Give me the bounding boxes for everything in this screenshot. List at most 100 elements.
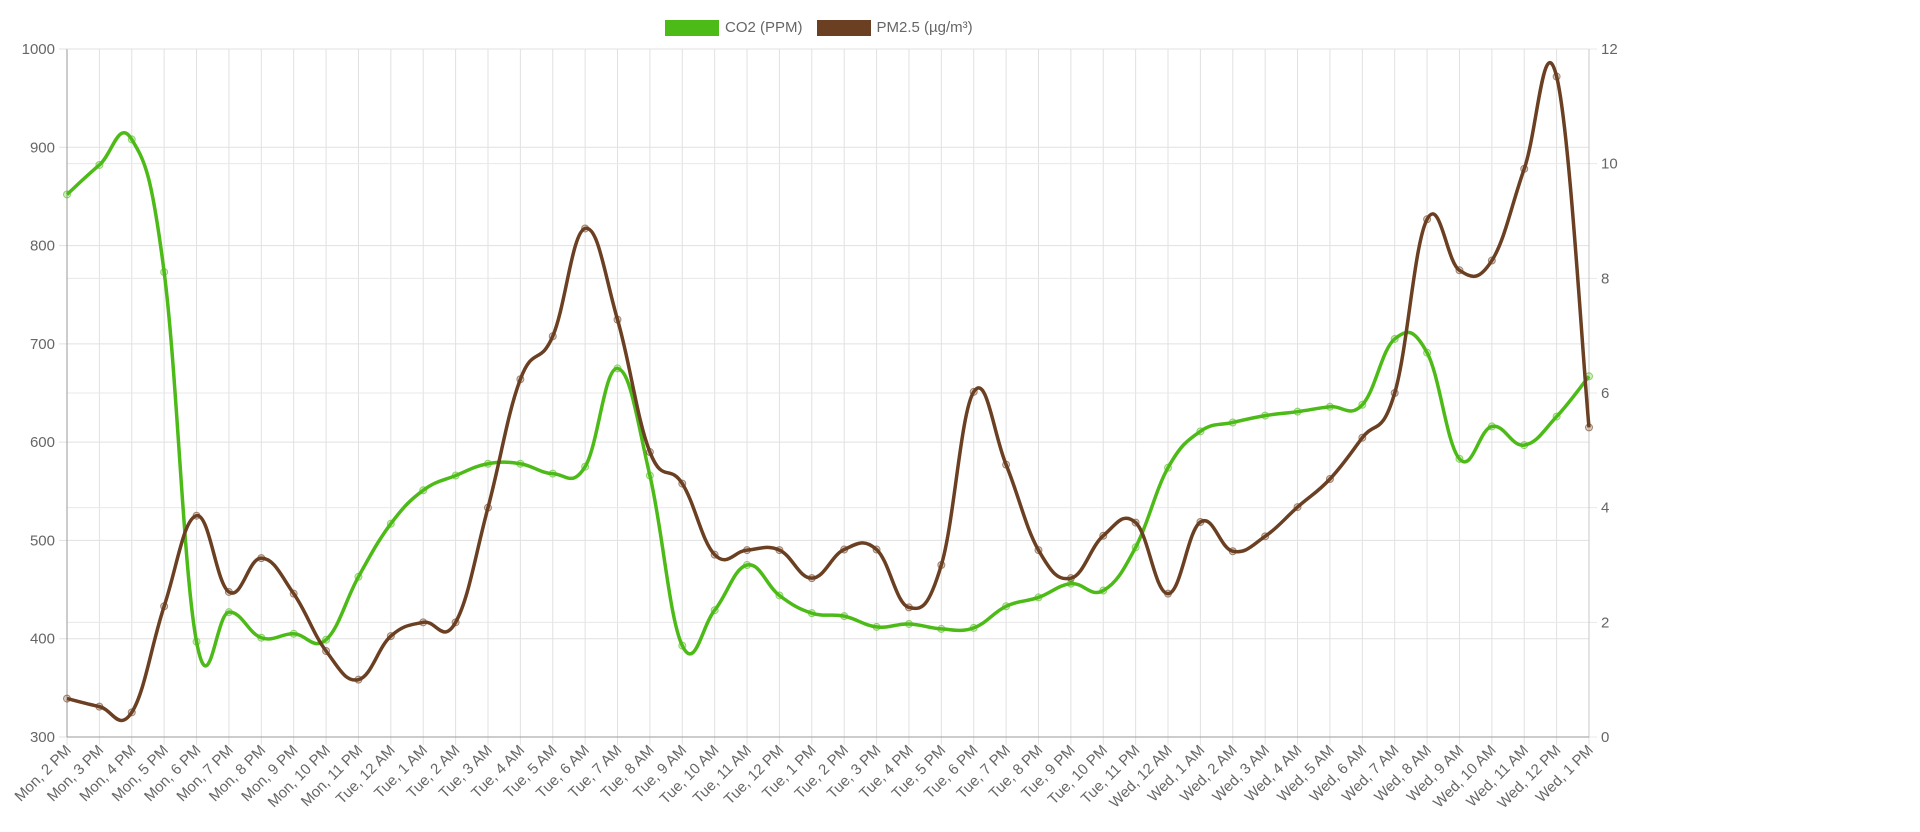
pm25-data-point[interactable] xyxy=(1034,546,1043,555)
co2-data-point[interactable] xyxy=(127,135,136,144)
co2-data-point[interactable] xyxy=(516,459,525,468)
pm25-data-point[interactable] xyxy=(354,675,363,684)
co2-data-point[interactable] xyxy=(1164,463,1173,472)
co2-data-point[interactable] xyxy=(160,268,169,277)
pm25-data-point[interactable] xyxy=(1358,433,1367,442)
co2-data-point[interactable] xyxy=(807,609,816,618)
co2-data-point[interactable] xyxy=(1487,422,1496,431)
co2-data-point[interactable] xyxy=(937,624,946,633)
co2-data-point[interactable] xyxy=(257,633,266,642)
co2-data-point[interactable] xyxy=(1196,427,1205,436)
co2-data-point[interactable] xyxy=(1131,543,1140,552)
pm25-data-point[interactable] xyxy=(613,315,622,324)
legend-item-pm25[interactable]: PM2.5 (µg/m³) xyxy=(816,19,973,36)
co2-data-point[interactable] xyxy=(969,623,978,632)
pm25-data-point[interactable] xyxy=(63,694,71,703)
co2-data-point[interactable] xyxy=(1552,412,1561,421)
pm25-data-point[interactable] xyxy=(386,632,395,641)
co2-data-point[interactable] xyxy=(840,612,849,621)
co2-data-point[interactable] xyxy=(483,459,492,468)
pm25-data-point[interactable] xyxy=(289,589,298,598)
co2-data-point[interactable] xyxy=(904,619,913,628)
y-tick-label: 800 xyxy=(30,238,55,255)
pm25-data-point[interactable] xyxy=(840,545,849,554)
co2-data-point[interactable] xyxy=(710,606,719,615)
legend-item-co2[interactable]: CO2 (PPM) xyxy=(665,19,803,36)
pm25-data-point[interactable] xyxy=(1552,72,1561,81)
pm25-data-point[interactable] xyxy=(224,587,233,596)
pm25-data-point[interactable] xyxy=(1099,531,1108,540)
co2-data-point[interactable] xyxy=(224,608,233,617)
pm25-data-point[interactable] xyxy=(743,546,752,555)
pm25-data-point[interactable] xyxy=(451,618,460,627)
co2-data-point[interactable] xyxy=(1002,602,1011,611)
co2-data-point[interactable] xyxy=(743,561,752,569)
pm25-data-point[interactable] xyxy=(1066,574,1075,583)
pm25-data-point[interactable] xyxy=(1261,532,1270,541)
pm25-data-point[interactable] xyxy=(1390,389,1399,397)
pm25-data-point[interactable] xyxy=(548,332,557,341)
pm25-data-point[interactable] xyxy=(1423,215,1432,224)
pm25-data-point[interactable] xyxy=(581,224,590,233)
pm25-data-point[interactable] xyxy=(257,554,266,563)
co2-data-point[interactable] xyxy=(613,364,622,373)
co2-data-point[interactable] xyxy=(678,641,687,650)
co2-data-point[interactable] xyxy=(1261,411,1270,420)
pm25-data-point[interactable] xyxy=(1520,164,1529,173)
co2-data-point[interactable] xyxy=(1455,454,1464,463)
co2-data-point[interactable] xyxy=(192,637,201,646)
co2-data-point[interactable] xyxy=(63,190,71,199)
co2-data-point[interactable] xyxy=(419,486,428,495)
co2-data-point[interactable] xyxy=(289,629,298,638)
co2-data-point[interactable] xyxy=(1228,418,1237,427)
co2-data-point[interactable] xyxy=(1520,441,1529,450)
pm25-data-point[interactable] xyxy=(1002,460,1011,469)
co2-data-point[interactable] xyxy=(322,635,331,644)
co2-data-point[interactable] xyxy=(95,160,104,169)
pm25-data-point[interactable] xyxy=(904,603,913,612)
pm25-data-point[interactable] xyxy=(322,647,331,655)
pm25-data-point[interactable] xyxy=(1293,503,1302,512)
pm25-data-point[interactable] xyxy=(678,479,687,488)
pm25-data-point[interactable] xyxy=(483,503,492,512)
pm25-data-point[interactable] xyxy=(807,574,816,583)
co2-data-point[interactable] xyxy=(1325,402,1334,411)
legend-label-pm25: PM2.5 (µg/m³) xyxy=(876,19,973,36)
pm25-data-point[interactable] xyxy=(160,602,169,611)
co2-data-point[interactable] xyxy=(1358,400,1367,409)
co2-data-point[interactable] xyxy=(548,469,557,478)
pm25-data-point[interactable] xyxy=(516,375,525,384)
pm25-data-point[interactable] xyxy=(1164,589,1173,598)
co2-data-point[interactable] xyxy=(1390,334,1399,343)
co2-data-point[interactable] xyxy=(581,462,590,471)
pm25-data-point[interactable] xyxy=(645,448,654,457)
co2-data-point[interactable] xyxy=(872,622,881,631)
co2-data-point[interactable] xyxy=(451,471,460,480)
co2-data-point[interactable] xyxy=(1293,407,1302,416)
pm25-data-point[interactable] xyxy=(775,546,784,555)
pm25-data-point[interactable] xyxy=(1585,423,1593,432)
co2-data-point[interactable] xyxy=(1099,586,1108,595)
pm25-data-point[interactable] xyxy=(1196,518,1205,526)
pm25-data-point[interactable] xyxy=(1325,475,1334,483)
pm25-data-point[interactable] xyxy=(419,618,428,627)
co2-data-point[interactable] xyxy=(775,591,784,600)
pm25-data-point[interactable] xyxy=(95,702,104,711)
pm25-data-point[interactable] xyxy=(192,511,201,520)
co2-data-point[interactable] xyxy=(1066,579,1075,588)
pm25-data-point[interactable] xyxy=(969,387,978,396)
co2-data-point[interactable] xyxy=(645,471,654,480)
co2-data-point[interactable] xyxy=(354,572,363,581)
co2-data-point[interactable] xyxy=(1034,593,1043,602)
pm25-data-point[interactable] xyxy=(872,545,881,554)
co2-data-point[interactable] xyxy=(386,519,395,528)
pm25-data-point[interactable] xyxy=(127,708,136,717)
pm25-data-point[interactable] xyxy=(710,550,719,559)
pm25-data-point[interactable] xyxy=(1455,266,1464,275)
pm25-data-point[interactable] xyxy=(1131,518,1140,527)
pm25-data-point[interactable] xyxy=(1487,256,1496,265)
co2-data-point[interactable] xyxy=(1423,348,1432,357)
pm25-data-point[interactable] xyxy=(937,561,946,569)
pm25-data-point[interactable] xyxy=(1228,547,1237,556)
